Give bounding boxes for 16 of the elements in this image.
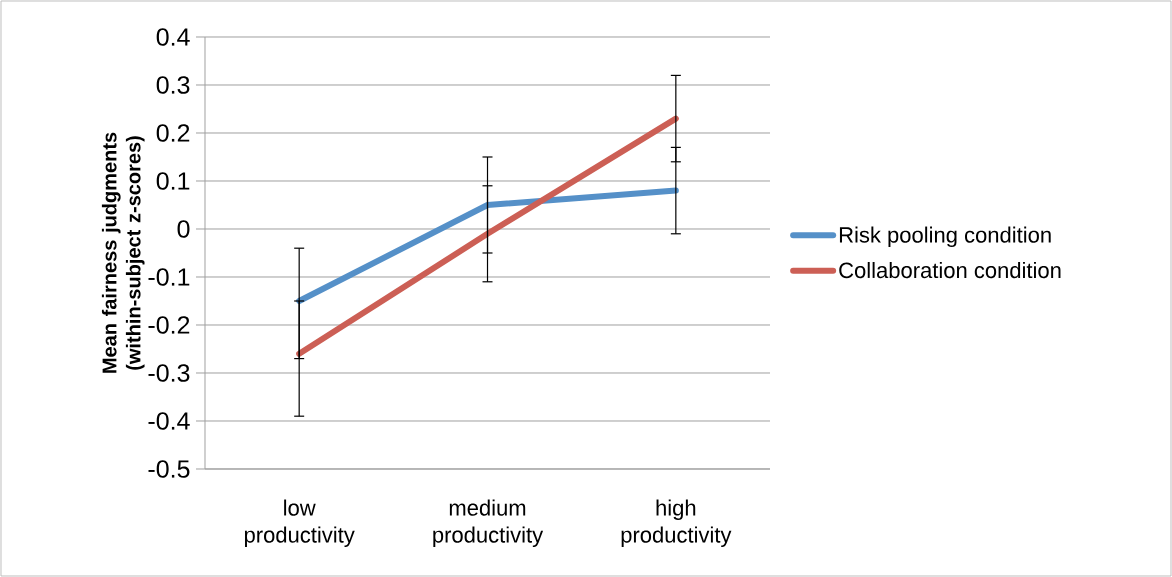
- legend-label: Risk pooling condition: [839, 226, 1051, 248]
- x-tick-label: medium productivity: [433, 499, 544, 548]
- y-tick-label: 0.1: [156, 172, 190, 190]
- y-tick-label: 0.3: [156, 76, 190, 94]
- y-tick-label: 0: [177, 220, 190, 238]
- y-tick-label: -0.4: [148, 412, 190, 430]
- x-tick-label: low productivity: [244, 499, 355, 548]
- y-tick-label: -0.1: [148, 268, 190, 286]
- x-tick-label: high productivity: [621, 499, 732, 548]
- y-tick-label: 0.4: [156, 28, 190, 46]
- y-tick-label: -0.2: [148, 316, 190, 334]
- y-tick-label: -0.3: [148, 364, 190, 382]
- y-axis-title: Mean fairness judgments (within-subject z-scores): [101, 132, 145, 373]
- legend-label: Collaboration condition: [839, 261, 1061, 279]
- y-tick-label: 0.2: [156, 124, 190, 142]
- y-tick-label: -0.5: [148, 460, 190, 478]
